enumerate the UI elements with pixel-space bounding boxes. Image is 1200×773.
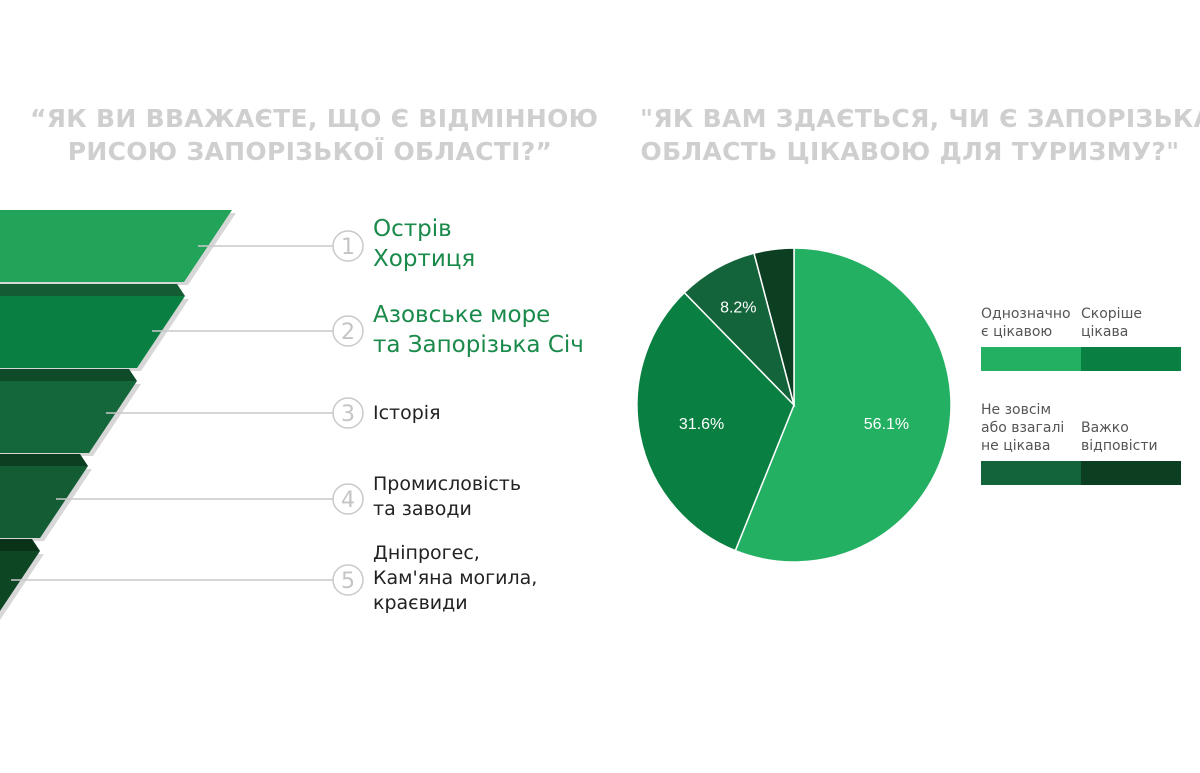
feature-funnel: 1 2 3 4 5	[0, 210, 364, 626]
rank-circle-2	[332, 315, 364, 347]
funnel-band-face	[0, 210, 232, 282]
legend-label-line: Важко	[1081, 420, 1129, 436]
funnel-band-face	[0, 296, 185, 368]
legend-label-2: Скоріше цікава	[1081, 305, 1142, 341]
feature-label-3: Історія	[373, 401, 441, 426]
rank-circle-3	[332, 397, 364, 429]
rank-number-1: 1	[341, 235, 355, 260]
funnel-band-edge	[0, 539, 40, 551]
pie-slice-2	[636, 291, 795, 552]
legend-label-line: є цікавою	[981, 324, 1053, 340]
right-title-line-1: "ЯК ВАМ ЗДАЄТЬСЯ, ЧИ Є ЗАПОРІЗЬКА	[640, 104, 1200, 133]
feature-label-line: Острів	[373, 216, 452, 242]
funnel-band-edge	[0, 369, 137, 381]
legend-swatch-2	[1081, 347, 1181, 371]
funnel-band-3	[0, 369, 141, 456]
feature-label-line: Дніпрогес,	[373, 542, 480, 564]
funnel-band-2	[0, 284, 189, 371]
rank-circle-1	[332, 230, 364, 262]
legend-swatch-4	[1081, 461, 1181, 485]
funnel-band-4	[0, 454, 92, 541]
pie-slice-label-2: 31.6%	[679, 416, 724, 433]
funnel-band-edge	[0, 454, 88, 466]
legend-label-line: відповісти	[1081, 438, 1158, 454]
rank-circle-5	[332, 564, 364, 596]
legend-swatch-1	[981, 347, 1081, 371]
left-title-line-1: “ЯК ВИ ВВАЖАЄТЕ, ЩО Є ВІДМІННОЮ	[30, 104, 599, 133]
feature-label-line: Промисловість	[373, 473, 522, 495]
funnel-band-edge	[0, 284, 185, 296]
pie-slice-1	[734, 247, 952, 563]
feature-label-line: Азовське море	[373, 302, 551, 328]
rank-number-3: 3	[341, 402, 355, 427]
left-question-title: “ЯК ВИ ВВАЖАЄТЕ, ЩО Є ВІДМІННОЮ РИСОЮ ЗА…	[30, 102, 599, 168]
rank-number-4: 4	[341, 488, 355, 513]
legend-label-line: Однозначно	[981, 306, 1071, 322]
legend-label-1: Однозначно є цікавою	[981, 305, 1071, 341]
legend-label-line: не цікава	[981, 438, 1051, 454]
legend-label-line: Не зовсім	[981, 402, 1051, 418]
funnel-band-5	[0, 539, 44, 626]
feature-label-line: Кам'яна могила,	[373, 567, 538, 589]
legend-label-3: Не зовсім або взагалі не цікава	[981, 401, 1064, 455]
feature-label-2: Азовське море та Запорізька Січ	[373, 300, 584, 360]
feature-label-line: та заводи	[373, 498, 472, 520]
funnel-band-1	[0, 210, 236, 285]
pie-slice-label-3: 8.2%	[720, 300, 756, 317]
rank-number-2: 2	[341, 320, 355, 345]
legend-label-line: Скоріше	[1081, 306, 1142, 322]
feature-label-line: краєвиди	[373, 592, 468, 614]
feature-label-line: та Запорізька Січ	[373, 332, 584, 358]
right-title-line-2: ОБЛАСТЬ ЦІКАВОЮ ДЛЯ ТУРИЗМУ?"	[640, 137, 1180, 166]
legend-label-line: цікава	[1081, 324, 1129, 340]
right-question-title: "ЯК ВАМ ЗДАЄТЬСЯ, ЧИ Є ЗАПОРІЗЬКА ОБЛАСТ…	[640, 102, 1200, 168]
rank-number-5: 5	[341, 569, 355, 594]
funnel-band-face	[0, 466, 88, 538]
feature-label-1: Острів Хортиця	[373, 214, 475, 274]
feature-label-line: Хортиця	[373, 246, 476, 272]
feature-label-line: Історія	[373, 402, 441, 424]
pie-slice-label-1: 56.1%	[864, 416, 909, 433]
left-title-line-2: РИСОЮ ЗАПОРІЗЬКОЇ ОБЛАСТІ?”	[67, 137, 553, 166]
feature-label-4: Промисловість та заводи	[373, 472, 521, 522]
funnel-band-face	[0, 551, 40, 623]
funnel-band-face	[0, 381, 137, 453]
legend-swatch-3	[981, 461, 1081, 485]
pie-chart: 56.1% 31.6% 8.2%	[636, 247, 952, 563]
feature-label-5: Дніпрогес, Кам'яна могила, краєвиди	[373, 541, 537, 616]
rank-circle-4	[332, 483, 364, 515]
legend-label-4: Важко відповісти	[1081, 419, 1158, 455]
legend-label-line: або взагалі	[981, 420, 1065, 436]
pie-slice-4	[753, 247, 795, 406]
